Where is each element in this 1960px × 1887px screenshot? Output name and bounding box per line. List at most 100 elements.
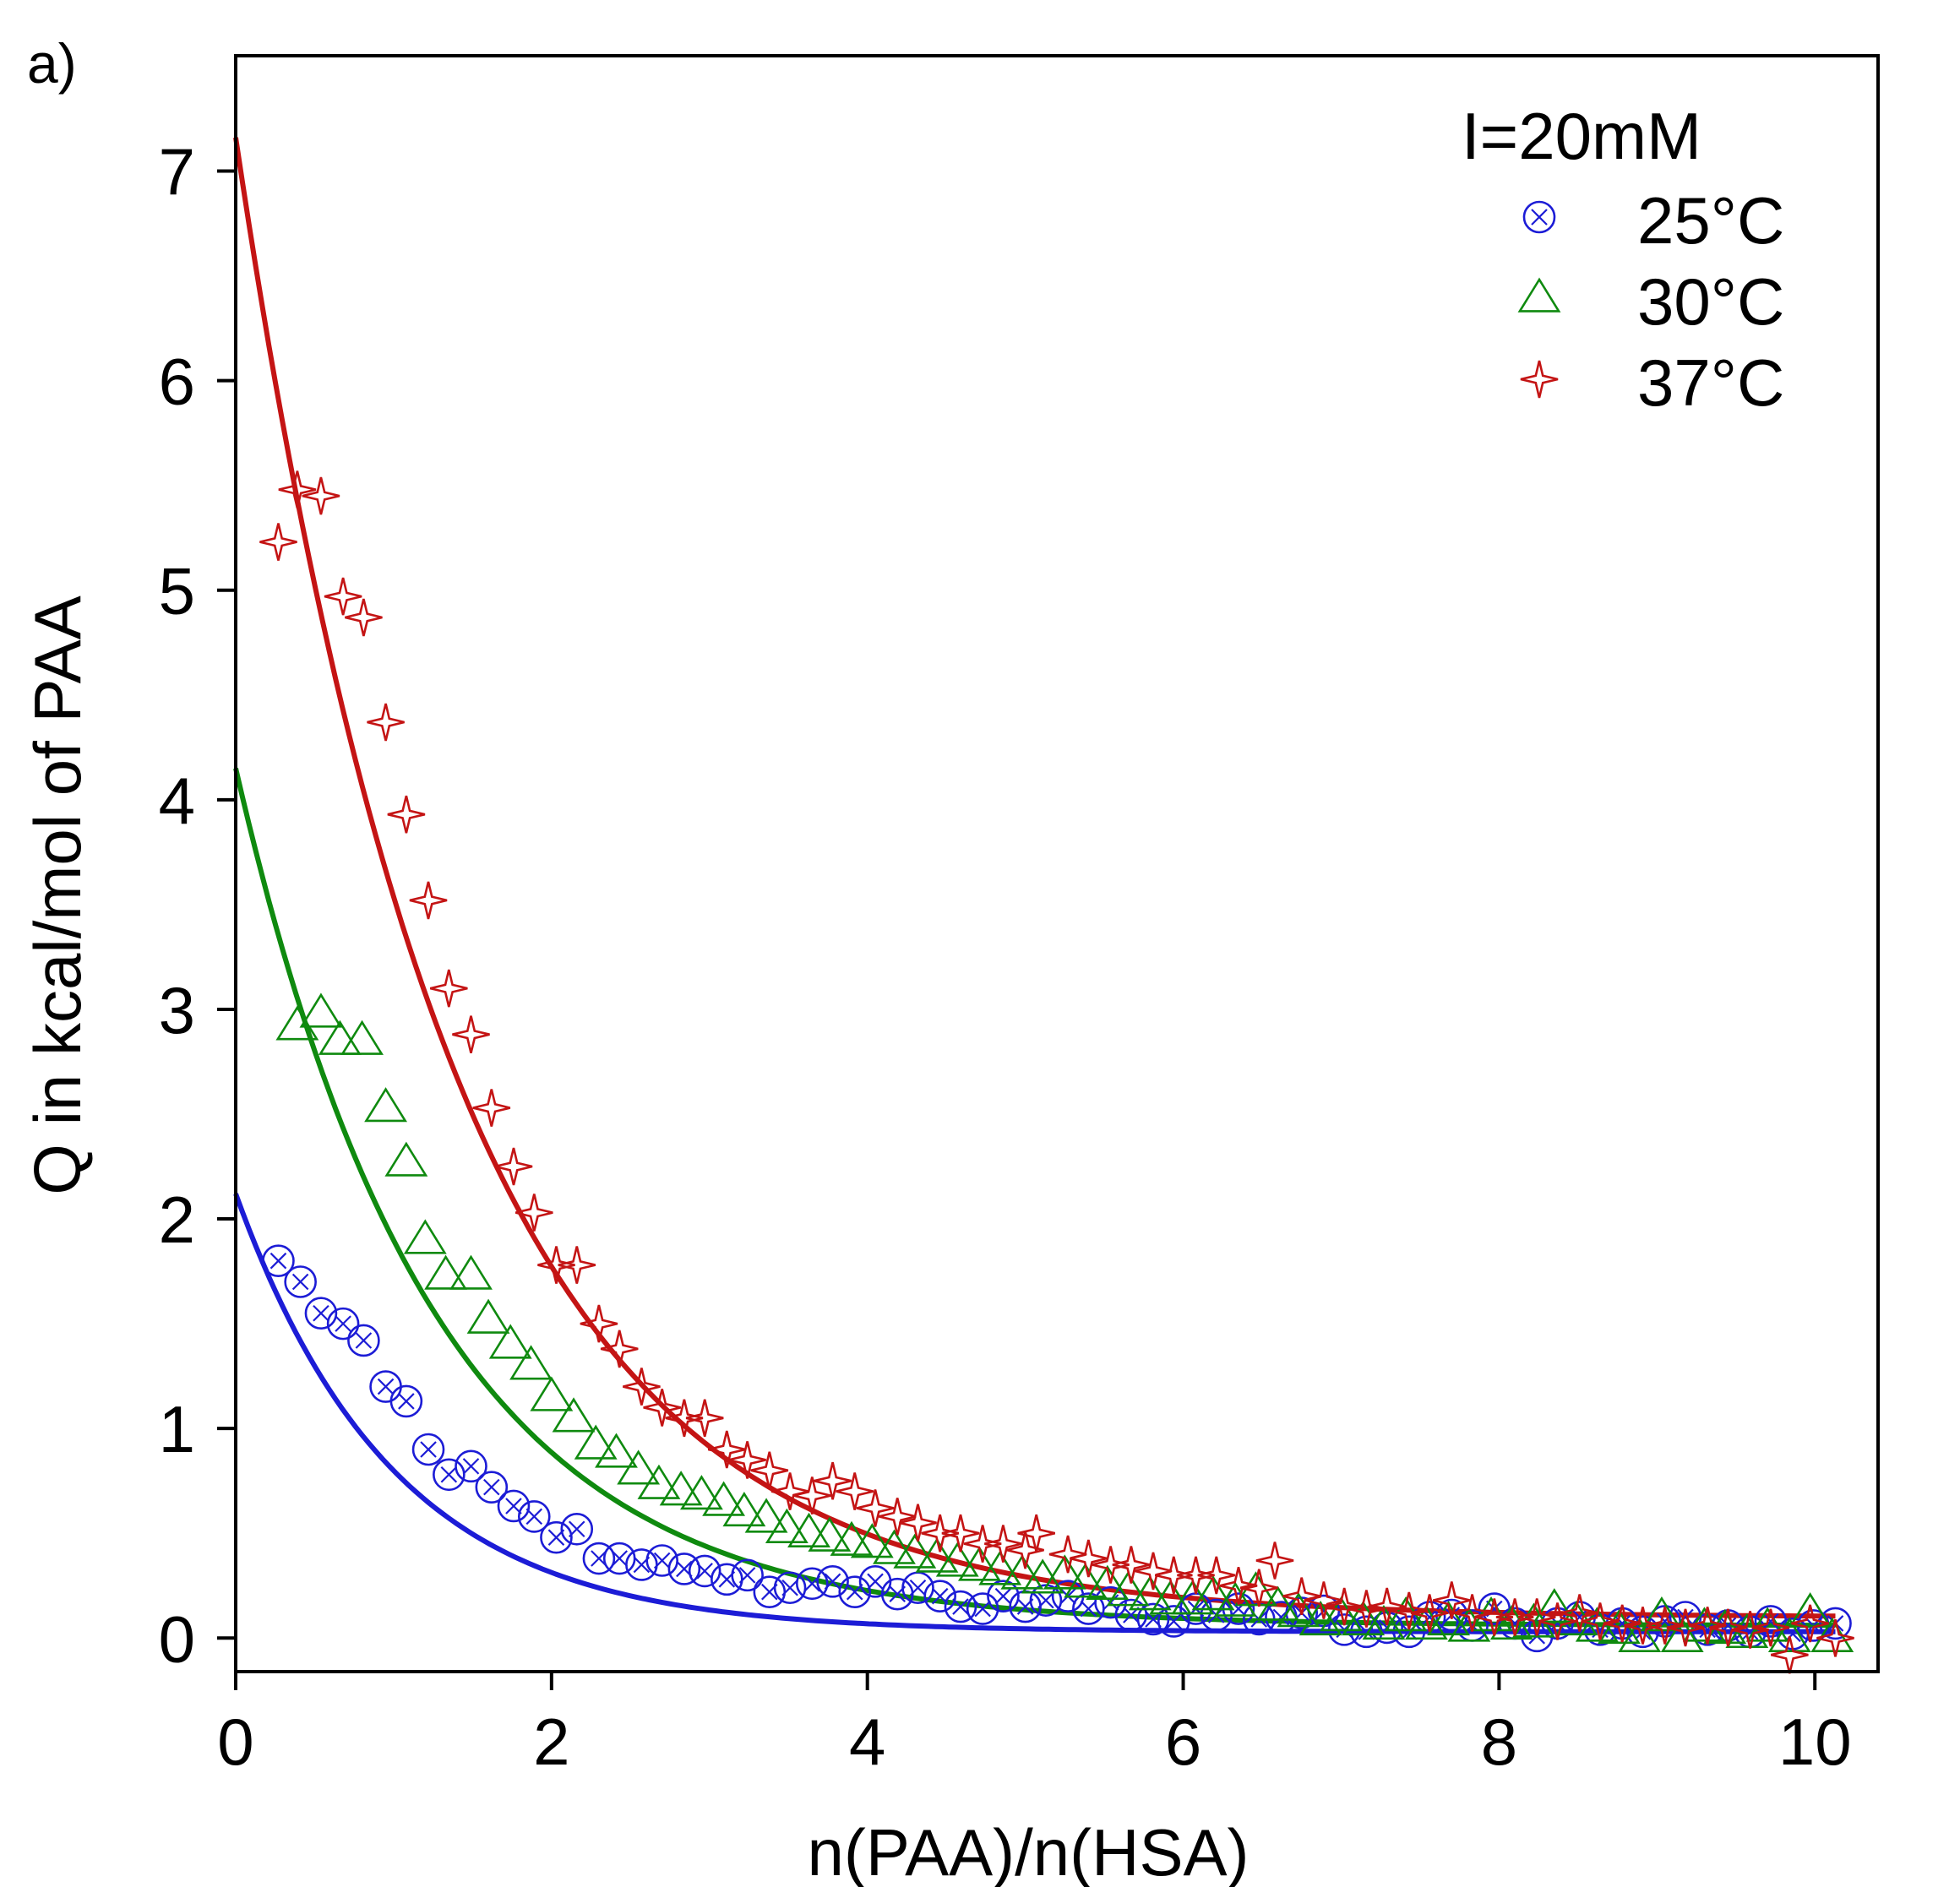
data-point-37c (514, 1194, 553, 1232)
x-tick-label: 0 (217, 1705, 253, 1779)
data-point-30c (275, 1005, 319, 1041)
data-point-37c (941, 1514, 980, 1553)
data-point-30c (808, 1516, 852, 1552)
data-point-37c (750, 1451, 789, 1490)
data-point-25c (816, 1565, 849, 1598)
data-point-30c (595, 1433, 638, 1468)
y-tick-label: 4 (159, 764, 195, 838)
data-point-25c (602, 1542, 636, 1575)
data-point-37c (708, 1430, 746, 1469)
data-point-37c (1688, 1607, 1727, 1645)
y-tick-label: 7 (159, 134, 195, 209)
data-point-37c (1390, 1591, 1429, 1630)
data-point-25c (1029, 1584, 1063, 1617)
data-point-37c (1731, 1611, 1769, 1649)
data-point-30c (617, 1449, 661, 1485)
legend-marker-25c (1522, 200, 1556, 234)
data-point-37c (302, 476, 340, 515)
data-point-37c (1410, 1594, 1449, 1632)
data-point-37c (728, 1441, 766, 1479)
data-point-30c (424, 1254, 468, 1290)
data-point-30c (744, 1498, 788, 1533)
data-point-37c (1432, 1581, 1471, 1619)
x-axis-title: n(PAA)/n(HSA) (808, 1815, 1250, 1887)
data-point-37c (1770, 1635, 1809, 1674)
data-point-30c (530, 1376, 574, 1411)
data-point-37c (1219, 1566, 1258, 1605)
data-point-37c (580, 1304, 618, 1343)
data-point-37c (1154, 1556, 1193, 1595)
data-point-37c (643, 1389, 682, 1427)
legend-marker-37c (1520, 360, 1559, 399)
data-point-37c (345, 598, 383, 637)
data-point-37c (878, 1498, 917, 1536)
legend-marker-30c (1517, 277, 1561, 313)
data-point-30c (722, 1491, 766, 1527)
data-point-25c (645, 1544, 678, 1577)
data-point-30c (1320, 1596, 1363, 1632)
data-point-30c (364, 1087, 408, 1123)
data-point-37c (1751, 1608, 1790, 1647)
data-point-37c (1581, 1602, 1620, 1640)
data-point-30c (318, 1020, 362, 1055)
data-point-25c (411, 1433, 445, 1466)
data-point-37c (1709, 1608, 1747, 1647)
data-point-30c (466, 1298, 510, 1334)
panel-label: a) (27, 32, 77, 95)
data-point-37c (984, 1525, 1022, 1563)
fit-curve-30c (233, 767, 1836, 1629)
data-point-25c (901, 1571, 934, 1605)
data-point-30c (1256, 1585, 1300, 1621)
data-point-37c (259, 523, 297, 561)
data-point-25c (923, 1580, 956, 1612)
data-point-30c (935, 1542, 979, 1577)
data-point-30c (1533, 1588, 1576, 1623)
data-point-30c (1618, 1617, 1662, 1653)
data-point-37c (1197, 1556, 1236, 1595)
data-point-37c (1325, 1587, 1364, 1626)
data-point-37c (1791, 1604, 1829, 1643)
data-point-25c (517, 1500, 551, 1533)
data-point-37c (429, 969, 468, 1008)
data-point-37c (494, 1147, 533, 1186)
data-point-37c (1255, 1542, 1294, 1580)
data-point-25c (540, 1520, 573, 1554)
x-tick-label: 6 (1165, 1705, 1201, 1779)
data-point-37c (600, 1330, 639, 1368)
data-point-37c (899, 1504, 937, 1542)
data-point-25c (389, 1384, 423, 1418)
data-point-30c (384, 1141, 428, 1177)
data-point-30c (1191, 1575, 1235, 1611)
x-tick-label: 4 (849, 1705, 885, 1779)
legend-label-30c: 30°C (1637, 264, 1784, 339)
legend: I=20mM 25°C30°C37°C (1462, 99, 1784, 420)
data-point-30c (299, 992, 343, 1028)
data-point-37c (1560, 1594, 1599, 1632)
data-point-30c (1277, 1592, 1320, 1628)
data-point-30c (893, 1533, 937, 1569)
data-point-37c (623, 1368, 661, 1406)
data-point-37c (1048, 1535, 1087, 1574)
legend-label-25c: 25°C (1637, 183, 1784, 258)
data-point-30c (1149, 1580, 1193, 1615)
data-markers (259, 470, 1854, 1674)
data-point-25c (262, 1244, 295, 1277)
data-point-30c (1171, 1580, 1215, 1615)
data-point-25c (497, 1489, 531, 1523)
data-point-25c (347, 1324, 380, 1357)
data-point-30c (1043, 1554, 1086, 1590)
data-point-30c (1298, 1600, 1342, 1636)
data-point-30c (679, 1475, 723, 1510)
data-point-25c (753, 1575, 787, 1609)
data-point-37c (1816, 1618, 1854, 1657)
data-point-25c (858, 1565, 892, 1598)
y-tick-label: 0 (159, 1602, 195, 1676)
legend-label-37c: 37°C (1637, 345, 1784, 420)
data-point-30c (873, 1529, 916, 1564)
data-point-25c (944, 1590, 977, 1623)
data-point-25c (966, 1592, 999, 1625)
y-tick-label: 6 (159, 345, 195, 419)
data-point-37c (1453, 1594, 1491, 1632)
data-point-30c (552, 1397, 596, 1433)
x-tick-label: 10 (1778, 1705, 1852, 1779)
